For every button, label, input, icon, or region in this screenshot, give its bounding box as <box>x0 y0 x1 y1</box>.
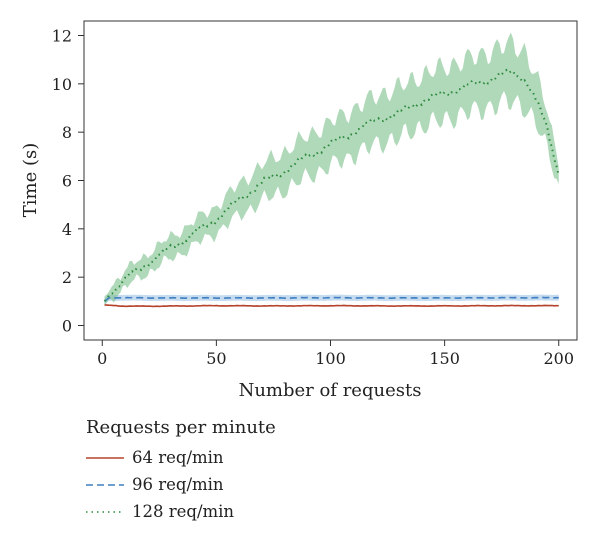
x-tick-label: 150 <box>429 349 460 368</box>
series-band-1 <box>104 294 559 305</box>
series-line-0 <box>104 304 559 308</box>
series-line-1 <box>104 296 559 302</box>
legend-item-64: 64 req/min <box>86 444 386 471</box>
series-line-2 <box>103 68 560 302</box>
legend-label: 128 req/min <box>132 502 235 521</box>
legend-title: Requests per minute <box>86 417 276 438</box>
x-tick-label: 200 <box>543 349 574 368</box>
legend-item-96: 96 req/min <box>86 471 386 498</box>
x-tick-label: 50 <box>206 349 226 368</box>
y-tick-label: 4 <box>62 220 72 239</box>
legend-item-128: 128 req/min <box>86 498 386 525</box>
y-tick-label: 10 <box>52 75 72 94</box>
y-tick-label: 8 <box>62 123 72 142</box>
legend-label: 64 req/min <box>132 448 224 467</box>
legend: Requests per minute 64 req/min 96 req/mi… <box>86 416 386 525</box>
x-axis-ticks: 0 50 100 150 200 <box>97 340 574 368</box>
legend-swatch-solid <box>86 456 124 459</box>
legend-label: 96 req/min <box>132 475 224 494</box>
y-tick-label: 6 <box>62 172 72 191</box>
x-tick-label: 0 <box>97 349 107 368</box>
y-tick-label: 2 <box>62 268 72 287</box>
series-lines <box>103 68 560 308</box>
y-axis-ticks: 0 2 4 6 8 10 12 <box>52 27 84 336</box>
x-tick-label: 100 <box>315 349 346 368</box>
legend-swatch-dotted <box>86 510 124 513</box>
series-band-2 <box>104 32 559 307</box>
y-axis-title: Time (s) <box>20 143 41 218</box>
legend-swatch-dashed <box>86 483 124 486</box>
x-axis-title: Number of requests <box>239 380 422 401</box>
confidence-bands <box>104 32 559 308</box>
chart: 0 50 100 150 200 0 2 4 6 8 10 12 Number of request… <box>20 20 578 401</box>
y-tick-label: 12 <box>52 27 72 46</box>
y-tick-label: 0 <box>62 317 72 336</box>
